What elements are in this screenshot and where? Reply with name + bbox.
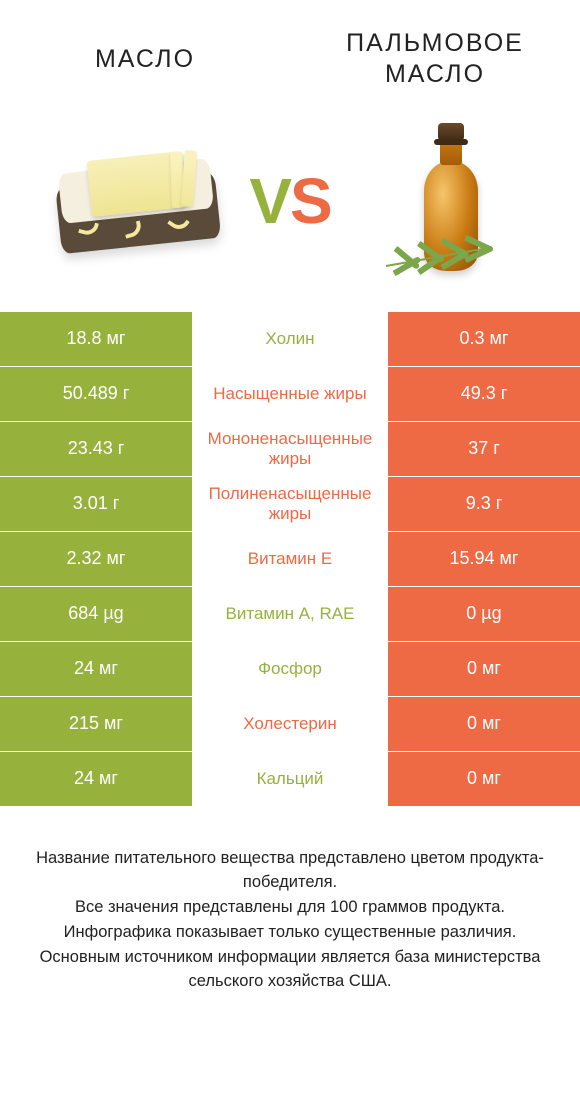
comparison-table: 18.8 мгХолин0.3 мг50.489 гНасыщенные жир… [0,311,580,806]
nutrient-label: Холестерин [192,697,388,751]
vs-s: S [290,165,331,237]
value-right: 9.3 г [388,477,580,531]
butter-icon [52,147,221,253]
hero-left-image [30,111,243,291]
nutrient-label: Витамин A, RAE [192,587,388,641]
table-row: 2.32 мгВитамин E15.94 мг [0,531,580,586]
value-left: 2.32 мг [0,532,192,586]
value-right: 0 µg [388,587,580,641]
value-left: 23.43 г [0,422,192,476]
hero-right-image [337,111,550,291]
table-row: 684 µgВитамин A, RAE0 µg [0,586,580,641]
nutrient-label: Мононенасыщенные жиры [192,422,388,476]
value-right: 15.94 мг [388,532,580,586]
value-left: 215 мг [0,697,192,751]
footer-line: Основным источником информации является … [24,945,556,995]
value-right: 0.3 мг [388,312,580,366]
footer-line: Название питательного вещества представл… [24,846,556,896]
hero-row: VS [0,101,580,311]
vs-label: VS [243,164,336,238]
value-left: 18.8 мг [0,312,192,366]
vs-v: V [249,165,290,237]
value-left: 24 мг [0,752,192,806]
value-right: 0 мг [388,697,580,751]
table-row: 215 мгХолестерин0 мг [0,696,580,751]
footer-line: Инфографика показывает только существенн… [24,920,556,945]
value-right: 37 г [388,422,580,476]
infographic: МАСЛО ПАЛЬМОВОЕ МАСЛО VS [0,0,580,1114]
nutrient-label: Кальций [192,752,388,806]
footer-notes: Название питательного вещества представл… [0,806,580,995]
nutrient-label: Холин [192,312,388,366]
value-right: 0 мг [388,642,580,696]
table-row: 24 мгФосфор0 мг [0,641,580,696]
value-left: 3.01 г [0,477,192,531]
table-row: 50.489 гНасыщенные жиры49.3 г [0,366,580,421]
title-row: МАСЛО ПАЛЬМОВОЕ МАСЛО [0,0,580,101]
title-left: МАСЛО [30,44,260,75]
nutrient-label: Фосфор [192,642,388,696]
table-row: 18.8 мгХолин0.3 мг [0,311,580,366]
nutrient-label: Полиненасыщенные жиры [192,477,388,531]
table-row: 3.01 гПолиненасыщенные жиры9.3 г [0,476,580,531]
value-right: 49.3 г [388,367,580,421]
title-right: ПАЛЬМОВОЕ МАСЛО [320,28,550,91]
value-left: 50.489 г [0,367,192,421]
table-row: 24 мгКальций0 мг [0,751,580,806]
footer-line: Все значения представлены для 100 граммо… [24,895,556,920]
nutrient-label: Витамин E [192,532,388,586]
table-row: 23.43 гМононенасыщенные жиры37 г [0,421,580,476]
oil-bottle-icon [368,111,518,291]
nutrient-label: Насыщенные жиры [192,367,388,421]
value-left: 24 мг [0,642,192,696]
value-right: 0 мг [388,752,580,806]
value-left: 684 µg [0,587,192,641]
